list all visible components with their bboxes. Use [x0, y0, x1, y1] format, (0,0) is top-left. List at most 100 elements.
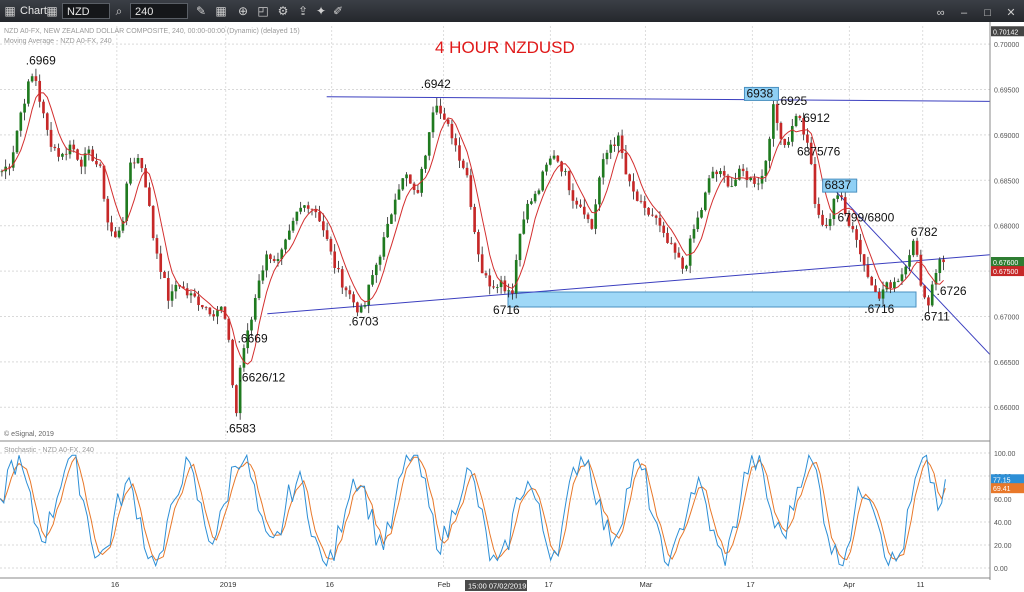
- header-line-1: NZD A0-FX, NEW ZEALAND DOLLAR COMPOSITE,…: [4, 28, 300, 35]
- maximize-icon[interactable]: □: [984, 7, 991, 19]
- candle-body: [492, 286, 495, 288]
- candle-body: [526, 203, 529, 220]
- window-title: Chart: [20, 5, 47, 17]
- candle-body: [715, 171, 718, 175]
- candle-body: [204, 307, 208, 308]
- current-price-label: 0.67500: [993, 269, 1018, 276]
- candle-body: [446, 119, 450, 124]
- candle-body: [333, 251, 337, 268]
- time-tick-label: 11: [917, 580, 925, 589]
- candle-body: [669, 242, 673, 244]
- cursor-time-box: [465, 580, 527, 591]
- time-tick-label: Mar: [639, 580, 652, 589]
- time-axis: 16 2019 16 Feb 17 Mar 17 Apr 11: [111, 580, 925, 589]
- chart-menu-icon[interactable]: ▦: [46, 4, 58, 18]
- draw-tool-icon[interactable]: ✎: [195, 4, 207, 18]
- candle-body: [904, 266, 908, 275]
- zoom-icon[interactable]: ⊕: [237, 4, 249, 18]
- candle-body: [779, 122, 783, 139]
- current-price-label-box: [991, 257, 1024, 267]
- candle-body: [552, 155, 556, 159]
- key-point-label: 6782: [911, 225, 938, 239]
- candle-body: [219, 306, 223, 311]
- candle-body: [148, 187, 151, 206]
- candle-body: [613, 144, 616, 146]
- candle-body: [79, 159, 83, 167]
- key-point-labels: .6969 .6583 .6669 .6626/12 .6703 .6942 6716 693…: [26, 53, 967, 435]
- grid-icon[interactable]: ▦: [215, 4, 227, 18]
- candle-body: [900, 274, 904, 281]
- candle-body: [828, 219, 832, 226]
- candle-body: [284, 239, 287, 250]
- candle-body: [295, 211, 299, 221]
- candle-body: [374, 264, 378, 276]
- stochastic-value-box: [991, 483, 1024, 494]
- stochastic-header: Stochastic - NZD A0-FX, 240: [4, 447, 94, 454]
- chart-window-icon[interactable]: ▦: [4, 4, 16, 18]
- candle-body: [594, 204, 597, 229]
- candle-body: [49, 129, 53, 147]
- price-tick-label: 0.66000: [994, 405, 1019, 412]
- candle-body: [518, 233, 522, 261]
- candle-body: [76, 149, 79, 160]
- candle-body: [144, 168, 147, 188]
- candle-body: [813, 164, 817, 204]
- cursor-icon[interactable]: ◰: [257, 4, 269, 18]
- candle-body: [393, 199, 397, 215]
- symbol-input[interactable]: NZD A0-FX: [62, 3, 110, 34]
- candle-body: [185, 288, 189, 296]
- candle-body: [707, 178, 711, 193]
- candle-body: [98, 164, 102, 166]
- candle-body: [57, 148, 60, 157]
- candle-body: [329, 239, 333, 252]
- candle-body: [824, 224, 828, 226]
- candle-body: [696, 217, 700, 230]
- candle-body: [806, 134, 809, 143]
- candle-body: [378, 256, 382, 265]
- candle-body: [265, 254, 268, 271]
- candle-body: [68, 144, 72, 155]
- time-tick-label: 17: [746, 580, 754, 589]
- interval-select[interactable]: 240: [130, 3, 188, 19]
- candle-body: [798, 115, 802, 118]
- candle-body: [730, 185, 734, 187]
- candle-body: [749, 177, 753, 181]
- candle-body: [738, 168, 741, 180]
- candle-body: [741, 168, 745, 172]
- twitter-icon[interactable]: ✦: [315, 4, 327, 18]
- candle-body: [586, 214, 590, 220]
- candle-body: [197, 296, 200, 306]
- settings-icon[interactable]: ⚙: [277, 4, 289, 18]
- link-icon[interactable]: ∞: [936, 7, 945, 19]
- candle-body: [734, 179, 737, 186]
- candle-body: [930, 284, 934, 306]
- candle-body: [261, 270, 265, 281]
- candle-body: [306, 205, 310, 209]
- candle-body: [915, 240, 919, 255]
- candle-body: [719, 171, 722, 175]
- candle-body: [514, 260, 518, 294]
- candle-body: [745, 171, 749, 181]
- share-icon[interactable]: ⇪: [297, 4, 309, 18]
- candle-body: [688, 238, 692, 266]
- candle-body: [934, 273, 938, 285]
- price-chart[interactable]: .6969 .6583 .6669 .6626/12 .6703 .6942 6716 693…: [0, 22, 1024, 592]
- candle-body: [272, 259, 276, 262]
- candle-body: [0, 171, 4, 173]
- close-icon[interactable]: ✕: [1006, 7, 1016, 19]
- candle-body: [458, 145, 461, 161]
- candle-body: [424, 155, 427, 169]
- candle-body: [397, 189, 401, 200]
- stochastic-series: [0, 453, 946, 568]
- candle-body: [325, 230, 329, 240]
- candle-body: [896, 280, 900, 282]
- minimize-icon[interactable]: –: [961, 7, 968, 19]
- pin-icon[interactable]: ✐: [332, 4, 344, 18]
- price-tick-label: 0.68000: [994, 224, 1019, 231]
- candle-body: [337, 267, 340, 270]
- candle-body: [609, 144, 613, 153]
- watermark: © eSignal, 2019: [4, 430, 54, 438]
- candle-body: [64, 153, 68, 155]
- search-icon[interactable]: ⌕: [115, 4, 123, 18]
- candle-body: [639, 200, 643, 202]
